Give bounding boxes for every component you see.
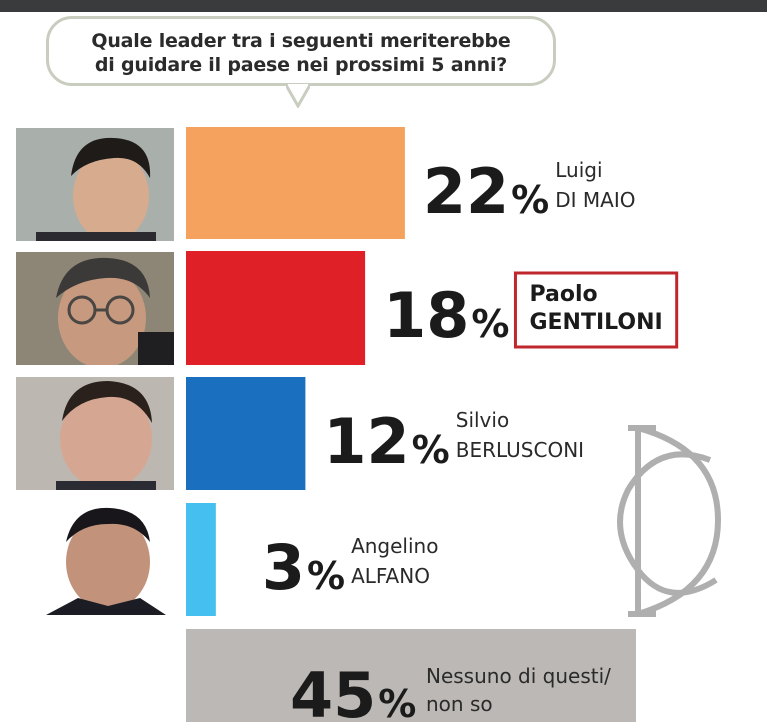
value-label-4: 3% [262,531,345,604]
bubble-tail-icon [286,84,310,108]
name-first-2: Paolo [529,282,597,307]
bar-3 [186,377,306,490]
name-first-1: Luigi [555,158,602,182]
name-first-3: Silvio [456,408,509,432]
bar-5 [186,629,636,722]
portrait-angelino-alfano [16,502,174,615]
value-label-3: 12% [323,405,449,478]
portrait-luigi-di-maio [16,128,174,241]
bar-2 [186,251,366,365]
name-last-2: GENTILONI [529,310,662,335]
name-first-4: Angelino [351,534,438,558]
portrait-paolo-gentiloni [16,252,174,365]
value-label-2: 18% [383,279,509,352]
watermark-monogram-icon [617,425,722,617]
name-last-4: ALFANO [351,564,430,588]
top-bar [0,0,767,12]
name-first-5: Nessuno di questi/ [426,664,611,688]
name-last-5: non so [426,692,493,716]
name-last-1: DI MAIO [555,188,635,212]
value-label-5: 45% [290,659,416,722]
name-last-3: BERLUSCONI [456,438,584,462]
value-label-1: 22% [423,155,549,228]
bar-1 [186,127,405,239]
portrait-silvio-berlusconi [16,377,174,490]
highlight-box [513,271,679,349]
question-text: Quale leader tra i seguenti meriterebbe d… [91,30,511,76]
bar-4 [186,503,216,616]
